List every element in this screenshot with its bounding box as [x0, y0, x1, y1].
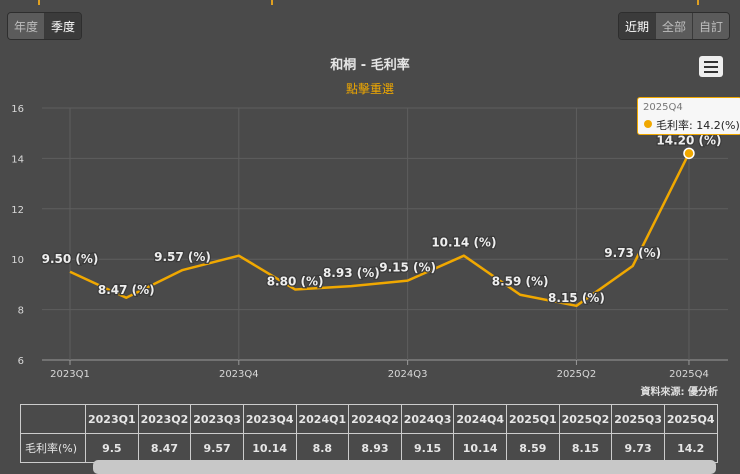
range-toggle: 近期 全部 自訂: [617, 12, 730, 40]
table-cell: 8.8: [295, 433, 350, 463]
x-tick-label: 2025Q4: [669, 369, 709, 380]
table-header-cell: 2024Q4: [453, 404, 507, 434]
table-header-cell: 2024Q2: [348, 404, 402, 434]
y-tick-label: 8: [18, 306, 24, 317]
line-chart: 6 8 10 12 14 16 2023Q1 2023Q4 2024Q3 2025Q2 2025Q…: [11, 104, 728, 380]
tooltip: 2025Q4 毛利率: 14.2(%): [637, 97, 740, 135]
data-source-credit: 資料來源: 優分析: [640, 387, 718, 398]
x-tick-label: 2023Q4: [219, 369, 259, 380]
table-header-cell: 2023Q4: [242, 404, 297, 434]
data-label: 8.15 (%): [548, 291, 605, 305]
table-cell: 9.5: [85, 433, 139, 463]
quarterly-button[interactable]: 季度: [44, 13, 82, 39]
x-tick-label: 2023Q1: [50, 369, 90, 380]
top-mark: [271, 0, 273, 5]
series-line: [69, 152, 691, 308]
annual-button[interactable]: 年度: [8, 13, 45, 39]
all-button[interactable]: 全部: [654, 13, 692, 39]
table-row-label: 毛利率(%): [20, 433, 86, 463]
data-label: 8.80 (%): [267, 274, 324, 288]
table-row: 毛利率(%) 9.5 8.47 9.57 10.14 8.8 8.93 9.15 10.14 8…: [20, 433, 718, 463]
data-label: 9.73 (%): [604, 246, 661, 260]
period-toggle: 年度 季度: [7, 12, 83, 40]
top-mark: [697, 0, 699, 5]
table-cell: 8.93: [348, 433, 402, 463]
tooltip-series-dot: [644, 120, 652, 128]
table-header-cell: 2025Q2: [558, 404, 613, 434]
table-header-cell: 2025Q1: [506, 404, 560, 434]
table-cell: 10.14: [242, 433, 297, 463]
table-header-cell: 2024Q3: [400, 404, 455, 434]
tooltip-header: 2025Q4: [643, 102, 683, 113]
top-mark: [38, 0, 40, 5]
table-cell: 9.15: [400, 433, 455, 463]
y-tick-label: 16: [11, 104, 24, 115]
chart-subtitle[interactable]: 點擊重選: [345, 82, 394, 96]
table-header-row: 2023Q1 2023Q2 2023Q3 2023Q4 2024Q1 2024Q2 2024…: [20, 404, 718, 434]
table-cell: 8.15: [558, 433, 613, 463]
data-label: 8.47 (%): [98, 283, 155, 297]
table-cell: 8.47: [137, 433, 192, 463]
data-label: 10.14 (%): [431, 236, 496, 250]
x-tick-label: 2024Q3: [388, 369, 428, 380]
y-tick-label: 14: [11, 154, 24, 165]
data-label: 8.93 (%): [323, 266, 380, 280]
table-header-cell: 2025Q4: [663, 404, 718, 434]
table-cell: 14.2: [663, 433, 718, 463]
table-cell: 8.59: [506, 433, 560, 463]
x-tick-label: 2025Q2: [557, 369, 597, 380]
chart-menu-icon[interactable]: [699, 56, 723, 77]
custom-button[interactable]: 自訂: [691, 13, 729, 39]
highlighted-point: [683, 147, 695, 160]
table-header-cell: 2023Q1: [85, 404, 139, 434]
horizontal-scrollbar[interactable]: [93, 460, 716, 474]
data-label: 8.59 (%): [492, 275, 549, 289]
table-header-cell: 2024Q1: [295, 404, 350, 434]
data-label: 14.20 (%): [656, 133, 721, 147]
y-tick-label: 12: [11, 205, 24, 216]
data-label: 9.57 (%): [154, 250, 211, 264]
recent-button[interactable]: 近期: [618, 13, 655, 39]
table-cell: 9.73: [611, 433, 665, 463]
data-label: 9.15 (%): [379, 261, 436, 275]
tooltip-value: 毛利率: 14.2(%): [656, 119, 740, 132]
data-label: 9.50 (%): [42, 252, 99, 266]
table-header-cell: 2023Q2: [137, 404, 192, 434]
y-tick-label: 6: [18, 356, 24, 367]
table-corner-cell: [20, 404, 86, 434]
table-cell: 10.14: [453, 433, 507, 463]
data-table: 2023Q1 2023Q2 2023Q3 2023Q4 2024Q1 2024Q2 2024…: [20, 404, 718, 463]
table-header-cell: 2023Q3: [190, 404, 244, 434]
table-cell: 9.57: [190, 433, 244, 463]
y-tick-label: 10: [11, 255, 24, 266]
table-header-cell: 2025Q3: [611, 404, 665, 434]
chart-title: 和桐 - 毛利率: [330, 58, 410, 73]
